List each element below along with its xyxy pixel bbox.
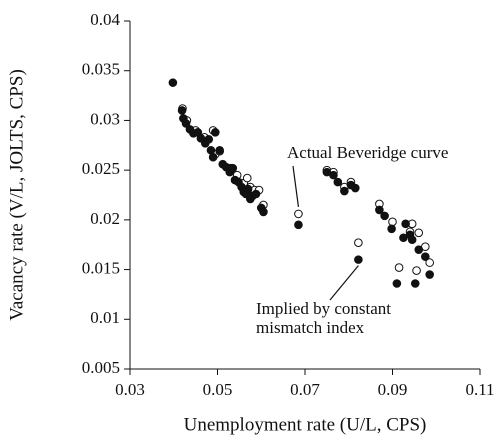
x-tick-label: 0.07: [290, 380, 320, 399]
y-tick-label: 0.02: [90, 209, 120, 228]
point: [414, 228, 424, 238]
point: [329, 170, 338, 180]
point: [181, 119, 191, 128]
annotation: Implied by constant: [256, 299, 391, 318]
point: [215, 145, 224, 155]
point: [351, 183, 360, 193]
point: [380, 211, 389, 221]
point: [354, 255, 363, 264]
x-tick-label: 0.11: [465, 380, 494, 399]
point: [242, 173, 252, 183]
annotation: Actual Beveridge curve: [287, 143, 448, 162]
y-tick-label: 0.01: [90, 308, 120, 327]
point: [354, 238, 363, 248]
leader-line: [329, 265, 359, 301]
y-axis-title: Vacancy rate (V/L, JOLTS, CPS): [6, 69, 27, 321]
point: [294, 209, 303, 219]
x-tick-label: 0.03: [115, 380, 145, 399]
point: [425, 270, 434, 279]
point: [251, 189, 261, 199]
y-tick-label: 0.035: [82, 60, 120, 79]
point: [401, 219, 410, 229]
point: [177, 106, 187, 115]
annotation: mismatch index: [256, 318, 365, 337]
point: [228, 163, 238, 173]
y-tick-label: 0.03: [90, 109, 120, 128]
point: [412, 266, 421, 275]
point: [333, 177, 343, 187]
point: [407, 235, 417, 245]
point: [294, 220, 303, 230]
x-tick-label: 0.09: [378, 380, 408, 399]
point: [375, 205, 384, 215]
point: [410, 279, 420, 288]
point: [388, 217, 397, 227]
y-tick-label: 0.005: [82, 358, 120, 377]
point: [211, 128, 220, 137]
leader-line: [292, 165, 300, 207]
point: [421, 252, 430, 261]
point: [259, 207, 268, 217]
point: [394, 263, 404, 272]
x-axis-title: Unemployment rate (U/L, CPS): [184, 414, 427, 435]
y-tick-label: 0.015: [82, 258, 120, 277]
point: [414, 245, 424, 254]
y-tick-label: 0.04: [90, 10, 120, 29]
x-tick-label: 0.05: [203, 380, 233, 399]
point: [206, 145, 216, 155]
point: [392, 279, 402, 288]
y-tick-label: 0.025: [82, 159, 120, 178]
point: [425, 258, 434, 267]
point: [340, 186, 349, 196]
point: [387, 224, 396, 234]
point: [168, 78, 178, 87]
point: [204, 135, 214, 144]
point: [243, 184, 253, 194]
point: [208, 152, 218, 162]
